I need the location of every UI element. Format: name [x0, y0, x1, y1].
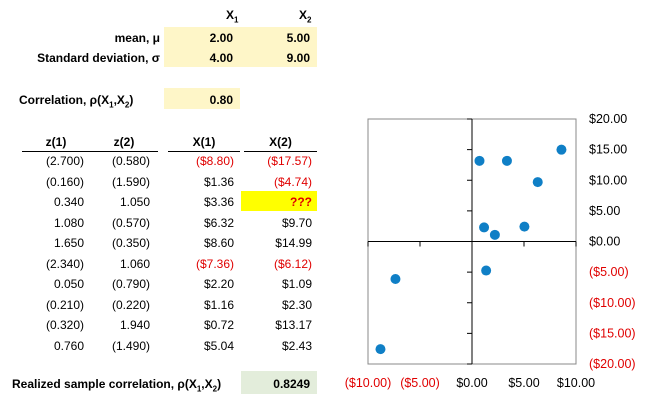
y-tick-label: $15.00 [589, 143, 627, 157]
cell-z2[interactable]: (1.490) [111, 338, 150, 353]
data-point [556, 144, 567, 155]
cell-x1[interactable]: $1.36 [203, 174, 234, 189]
data-point [489, 229, 500, 240]
header-z2: z(2) [90, 135, 158, 152]
data-point [479, 222, 490, 233]
cell-x2[interactable]: $9.70 [281, 215, 312, 230]
cell-z2[interactable]: (1.590) [111, 174, 150, 189]
cell-z1[interactable]: 1.650 [53, 236, 84, 250]
y-tick-label: $20.00 [589, 112, 627, 126]
data-point [474, 155, 485, 166]
cell-z2[interactable]: (0.350) [111, 236, 150, 250]
cell-x2[interactable]: $13.17 [275, 318, 312, 332]
cell-z1[interactable]: (0.320) [45, 318, 84, 332]
cell-x2[interactable]: ($6.12) [273, 256, 312, 271]
cell-z2[interactable]: 1.060 [119, 256, 150, 271]
y-tick-label: $10.00 [589, 173, 627, 187]
cell-z1[interactable]: (2.700) [45, 154, 84, 168]
data-point [501, 155, 512, 166]
data-point [519, 221, 530, 232]
data-point [481, 265, 492, 276]
y-tick-label: $5.00 [589, 204, 620, 218]
x-tick-label: ($5.00) [400, 376, 440, 390]
cell-x1[interactable]: $3.36 [203, 195, 234, 209]
correlation-cell[interactable]: 0.80 [209, 93, 233, 107]
correlation-highlight [164, 88, 240, 109]
cell-x2[interactable]: ($4.74) [273, 174, 312, 189]
cell-z1[interactable]: 0.760 [53, 338, 84, 353]
y-tick-label: ($5.00) [589, 265, 629, 279]
data-point [532, 177, 543, 188]
x-tick-label: $0.00 [456, 376, 487, 390]
y-tick-label: ($20.00) [589, 357, 636, 371]
cell-z1[interactable]: (0.160) [45, 174, 84, 189]
data-point [375, 344, 386, 355]
cell-z2[interactable]: 1.050 [119, 195, 150, 209]
correlation-label: Correlation, ρ(X1,X2) [19, 93, 134, 110]
unknown-cell-highlight [241, 191, 317, 211]
x-tick-label: ($10.00) [345, 376, 392, 390]
x-tick-label: $10.00 [557, 376, 595, 390]
header-x2-col: X(2) [244, 135, 317, 152]
cell-x1[interactable]: $1.16 [203, 297, 234, 312]
cell-x1[interactable]: $5.04 [203, 338, 234, 353]
realized-highlight [241, 371, 317, 394]
cell-x2[interactable]: $2.43 [281, 338, 312, 353]
cell-z2[interactable]: (0.580) [111, 154, 150, 168]
cell-z2[interactable]: 1.940 [119, 318, 150, 332]
y-tick-label: ($15.00) [589, 326, 636, 340]
cell-x1[interactable]: $0.72 [203, 318, 234, 332]
cell-x1[interactable]: $6.32 [203, 215, 234, 230]
cell-x1[interactable]: ($7.36) [195, 256, 234, 271]
cell-z1[interactable]: (0.210) [45, 297, 84, 312]
cell-z1[interactable]: 1.080 [53, 215, 84, 230]
realized-label: Realized sample correlation, ρ(X1,X2) [12, 377, 222, 394]
cell-x2[interactable]: $1.09 [281, 277, 312, 291]
header-z1: z(1) [22, 135, 90, 152]
params-highlight [164, 27, 317, 67]
mean-x1-cell[interactable]: 2.00 [209, 31, 233, 45]
mean-x2-cell[interactable]: 5.00 [286, 31, 310, 45]
sd-x1-cell[interactable]: 4.00 [209, 51, 233, 65]
sd-x2-cell[interactable]: 9.00 [286, 51, 310, 65]
cell-z1[interactable]: 0.050 [53, 277, 84, 291]
realized-cell[interactable]: 0.8249 [273, 377, 310, 391]
y-tick-label: ($10.00) [589, 296, 636, 310]
mean-label: mean, μ [114, 31, 160, 45]
cell-x2[interactable]: $14.99 [275, 236, 312, 250]
cell-x2[interactable]: ??? [290, 195, 312, 209]
cell-z2[interactable]: (0.790) [111, 277, 150, 291]
cell-x1[interactable]: $2.20 [203, 277, 234, 291]
y-tick-label: $0.00 [589, 235, 620, 249]
sd-label: Standard deviation, σ [37, 51, 160, 65]
header-x1-col: X(1) [168, 135, 240, 152]
data-point [390, 273, 401, 284]
cell-x2[interactable]: $2.30 [281, 297, 312, 312]
cell-z1[interactable]: (2.340) [45, 256, 84, 271]
header-x2: X2 [299, 8, 312, 25]
x-tick-label: $5.00 [508, 376, 539, 390]
header-x1: X1 [226, 8, 239, 25]
cell-z1[interactable]: 0.340 [53, 195, 84, 209]
cell-x2[interactable]: ($17.57) [267, 154, 312, 168]
cell-z2[interactable]: (0.570) [111, 215, 150, 230]
cell-x1[interactable]: $8.60 [203, 236, 234, 250]
cell-x1[interactable]: ($8.80) [195, 154, 234, 168]
cell-z2[interactable]: (0.220) [111, 297, 150, 312]
